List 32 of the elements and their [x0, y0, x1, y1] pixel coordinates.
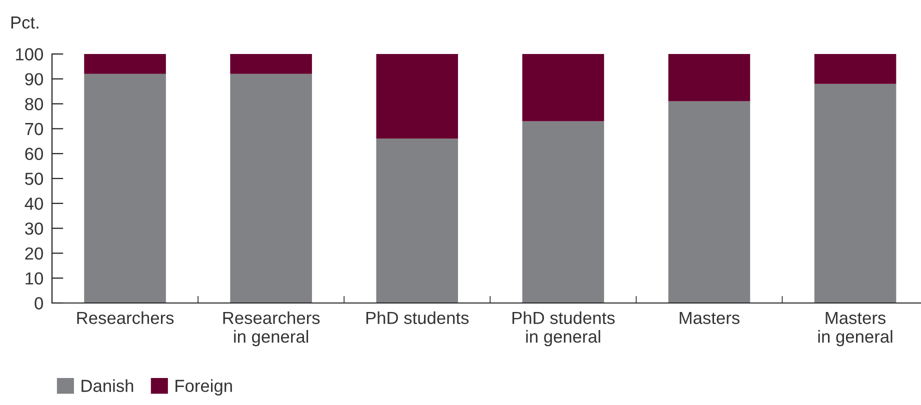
x-tick-label: Masters	[680, 312, 740, 324]
bar	[376, 54, 458, 139]
bar	[230, 74, 312, 303]
bar	[522, 121, 604, 303]
y-tick-label: 10	[26, 272, 43, 285]
y-tick-label: 0	[34, 297, 43, 310]
bar	[814, 84, 896, 303]
x-tick-label: Researchers in general	[223, 311, 320, 346]
y-tick-label: 50	[25, 172, 43, 185]
y-tick-label: 100	[16, 48, 43, 60]
bar	[814, 54, 896, 84]
y-tick-label: 60	[25, 148, 43, 160]
bar	[84, 54, 166, 74]
bar	[668, 101, 750, 303]
bar	[84, 74, 166, 303]
legend-label: Danish	[82, 379, 134, 392]
y-tick-label: 70	[25, 122, 43, 136]
bar	[668, 54, 750, 102]
bar	[230, 54, 312, 74]
x-tick-label: PhD students	[366, 311, 469, 324]
x-tick-label: Researchers	[77, 311, 174, 324]
y-tick-label: 30	[25, 222, 43, 235]
y-tick-label: 80	[25, 98, 43, 110]
legend-label: Foreign	[176, 379, 232, 396]
x-tick-label: PhD students in general	[512, 311, 615, 346]
bar	[376, 138, 458, 303]
y-tick-label: 20	[25, 247, 43, 260]
bar	[522, 54, 604, 122]
x-tick-label: Masters in general	[818, 312, 892, 346]
y-tick-label: 40	[24, 198, 43, 210]
y-tick-label: 90	[25, 73, 43, 86]
y-axis-title: Pct.	[11, 16, 38, 29]
